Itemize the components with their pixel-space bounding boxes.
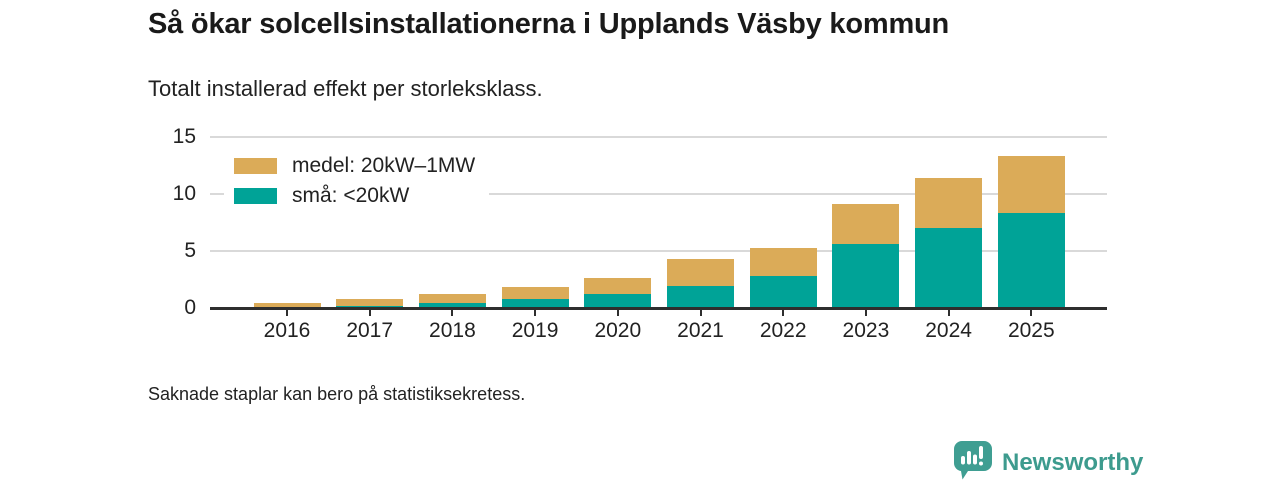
- bar-2020-medel: [584, 278, 652, 295]
- x-axis-tick-label: 2017: [346, 319, 394, 342]
- bar-2018-små: [418, 303, 486, 308]
- bar-2024-små: [915, 228, 983, 308]
- x-axis-tick: [699, 310, 702, 316]
- legend-swatch-medel: [234, 157, 277, 174]
- chart-footnote: Saknade staplar kan bero på statistiksek…: [148, 384, 526, 404]
- y-axis-tick-label: 5: [184, 239, 196, 262]
- x-axis-tick: [368, 310, 371, 316]
- chart-subtitle: Totalt installerad effekt per storlekskl…: [148, 76, 543, 101]
- bar-2023-medel: [832, 204, 900, 245]
- bar-2023-små: [832, 244, 900, 308]
- legend-swatch-sma: [234, 187, 277, 204]
- x-axis-tick-label: 2021: [677, 319, 724, 342]
- legend-label-sma: små: <20kW: [292, 184, 410, 207]
- x-axis-tick-label: 2019: [511, 319, 559, 342]
- newsworthy-wordmark: Newsworthy: [1002, 449, 1144, 476]
- x-axis-tick: [286, 310, 288, 316]
- x-axis-tick: [947, 310, 950, 316]
- bar-2016-medel: [253, 303, 321, 308]
- newsworthy-speech-bubble-bar-chart-icon: [953, 441, 993, 480]
- legend-item-sma: små: <20kW: [234, 185, 475, 206]
- x-axis-tick: [782, 310, 785, 316]
- legend-item-medel: medel: 20kW–1MW: [234, 155, 475, 176]
- x-axis-tick: [1030, 310, 1033, 316]
- gridline-y10: [210, 193, 1107, 195]
- x-axis-tick: [864, 310, 867, 316]
- bar-2022-små: [749, 276, 817, 308]
- bar-2021-små: [667, 286, 734, 308]
- x-axis-tick: [616, 310, 619, 316]
- bar-2025-små: [997, 213, 1065, 308]
- newsworthy-logo: Newsworthy: [953, 441, 1143, 480]
- x-axis-tick-label: 2024: [925, 319, 972, 342]
- bar-2020-små: [584, 294, 652, 308]
- bar-2018-medel: [418, 294, 486, 304]
- gridline-y15: [210, 136, 1107, 138]
- bar-2019-medel: [501, 287, 569, 299]
- x-axis-tick-label: 2025: [1007, 319, 1055, 342]
- y-axis-tick-label: 10: [172, 182, 196, 205]
- gridline-y5: [210, 250, 1107, 252]
- bar-2024-medel: [915, 178, 983, 229]
- x-axis-tick-label: 2020: [594, 319, 642, 342]
- x-axis-tick-label: 2023: [842, 319, 890, 342]
- x-axis-tick: [451, 310, 454, 316]
- x-axis-tick-label: 2018: [429, 319, 476, 342]
- x-axis-line: [210, 306, 1107, 310]
- bar-2019-små: [501, 298, 569, 308]
- legend-label-medel: medel: 20kW–1MW: [292, 154, 476, 177]
- y-axis-tick-label: 15: [172, 125, 196, 148]
- y-axis-tick-label: 0: [184, 296, 196, 319]
- chart-title: Så ökar solcellsinstallationerna i Uppla…: [148, 8, 950, 40]
- chart-legend: medel: 20kW–1MW små: <20kW: [224, 145, 490, 216]
- x-axis-tick: [534, 310, 537, 316]
- x-axis-tick-label: 2022: [759, 319, 807, 342]
- bar-2025-medel: [997, 156, 1065, 214]
- bar-2021-medel: [667, 258, 734, 287]
- bar-2017-medel: [336, 299, 404, 307]
- x-axis-tick-label: 2016: [263, 319, 311, 342]
- bar-2022-medel: [749, 247, 817, 277]
